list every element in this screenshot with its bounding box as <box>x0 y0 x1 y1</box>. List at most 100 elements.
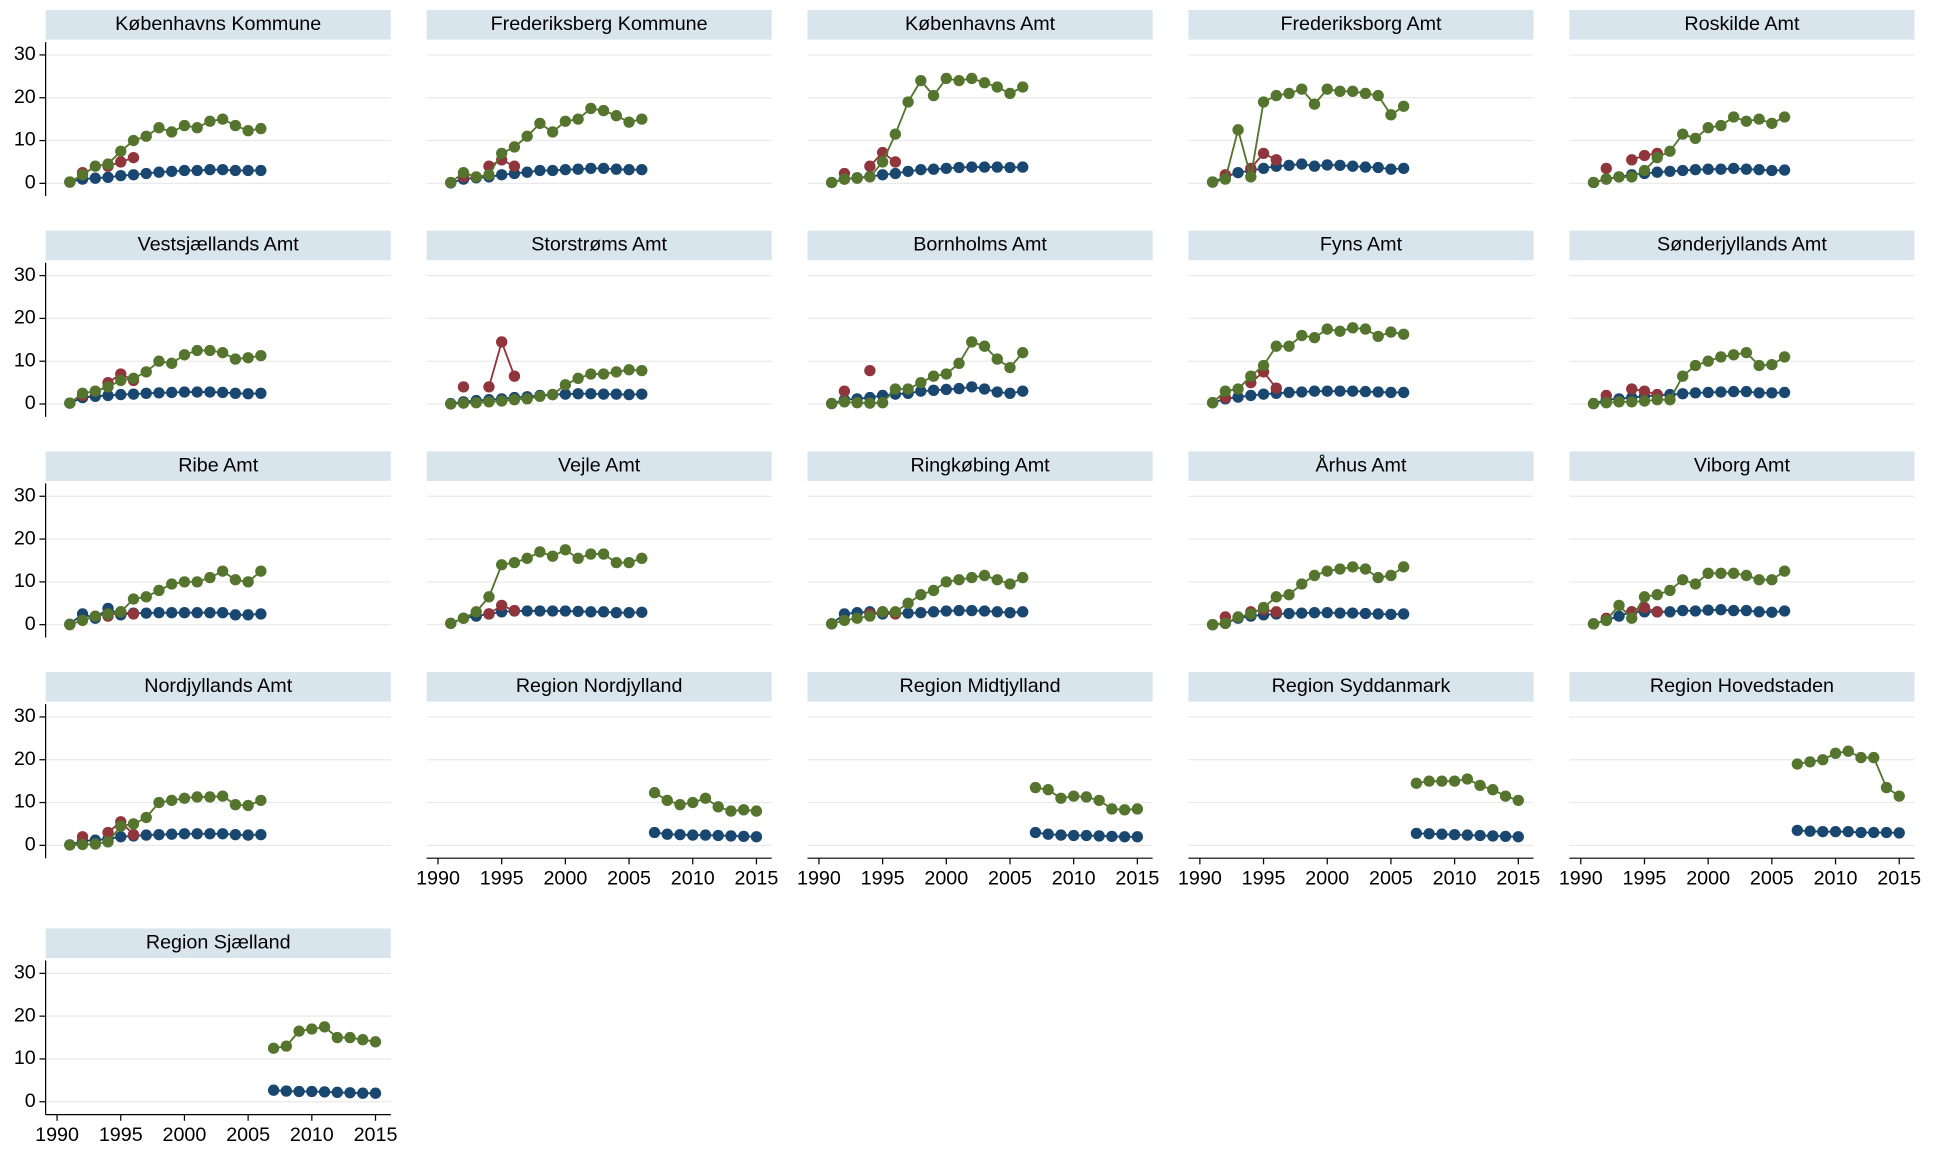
x-tick-label: 2015 <box>1115 867 1159 889</box>
point <box>344 1087 356 1099</box>
point <box>115 145 127 157</box>
point <box>1689 387 1702 399</box>
point <box>229 799 242 811</box>
point <box>229 119 242 132</box>
point <box>140 130 152 142</box>
point <box>508 556 521 569</box>
point <box>521 130 533 142</box>
point <box>1880 781 1893 794</box>
point <box>546 388 559 401</box>
point <box>1702 355 1714 367</box>
point <box>140 829 152 841</box>
panel-title: Århus Amt <box>1316 453 1407 476</box>
point <box>483 381 495 393</box>
point <box>1753 359 1765 372</box>
point <box>1017 606 1029 618</box>
panel-title: Ringkøbing Amt <box>910 454 1050 476</box>
x-tick-label: 2000 <box>1686 867 1730 889</box>
panel-title: Sønderjyllands Amt <box>1657 234 1827 256</box>
point <box>153 584 165 597</box>
point <box>1397 386 1410 399</box>
point <box>102 171 114 184</box>
point <box>674 828 686 841</box>
point <box>1118 831 1131 843</box>
point <box>1766 117 1778 130</box>
point <box>1727 111 1740 123</box>
point <box>915 589 927 601</box>
point <box>178 119 191 132</box>
point <box>229 828 242 841</box>
point <box>927 606 940 618</box>
panel-header <box>45 451 391 481</box>
point <box>648 787 661 799</box>
point <box>178 576 191 588</box>
point <box>902 165 914 178</box>
point <box>457 381 470 393</box>
point <box>1715 567 1727 579</box>
point <box>191 386 203 398</box>
point <box>204 607 216 619</box>
x-tick-label: 2000 <box>1305 867 1349 889</box>
y-tick-label: 30 <box>14 484 36 506</box>
point <box>1308 569 1321 582</box>
point <box>153 796 165 809</box>
point <box>127 388 140 400</box>
point <box>166 607 178 619</box>
point <box>953 74 965 87</box>
point <box>940 576 952 588</box>
point <box>191 576 203 588</box>
point <box>572 113 584 125</box>
point <box>204 386 216 398</box>
point <box>712 829 724 842</box>
point <box>191 791 203 803</box>
point <box>1651 166 1663 178</box>
point <box>725 805 737 817</box>
point <box>483 608 495 620</box>
point <box>89 838 101 850</box>
x-tick-label: 2010 <box>1052 867 1096 889</box>
series-line <box>1212 88 1405 183</box>
point <box>851 172 863 184</box>
point <box>991 81 1003 93</box>
panel-title: Københavns Amt <box>905 13 1056 35</box>
point <box>661 794 673 807</box>
point <box>216 828 229 840</box>
point <box>1334 325 1346 337</box>
point <box>457 612 470 624</box>
point <box>1372 89 1384 102</box>
point <box>496 395 508 407</box>
point <box>127 818 140 830</box>
point <box>1740 604 1753 617</box>
point <box>496 599 508 612</box>
series-line <box>450 610 642 625</box>
point <box>1296 578 1308 590</box>
point <box>585 162 597 175</box>
point <box>1232 124 1244 136</box>
point <box>1347 561 1359 573</box>
point <box>191 122 203 134</box>
panel: Københavns Kommune 0 10 20 30 <box>14 10 391 197</box>
point <box>1257 147 1270 160</box>
point <box>1766 387 1778 399</box>
point <box>1817 754 1829 766</box>
point <box>191 344 203 357</box>
panel-title: Region Sjælland <box>146 931 291 953</box>
point <box>1257 162 1270 175</box>
point <box>191 828 203 840</box>
point <box>521 166 533 178</box>
point <box>623 163 635 176</box>
point <box>1270 340 1282 352</box>
point <box>64 176 76 188</box>
panel: Ribe Amt 0 10 20 30 <box>14 451 391 638</box>
point <box>1270 382 1282 394</box>
point <box>1626 612 1638 624</box>
point <box>1664 606 1676 618</box>
point <box>1587 397 1600 410</box>
series-line <box>1593 570 1786 625</box>
point <box>1638 164 1651 177</box>
point <box>1638 601 1651 614</box>
point <box>1017 571 1029 584</box>
point <box>1372 330 1384 343</box>
point <box>1232 166 1244 179</box>
point <box>1423 828 1435 840</box>
